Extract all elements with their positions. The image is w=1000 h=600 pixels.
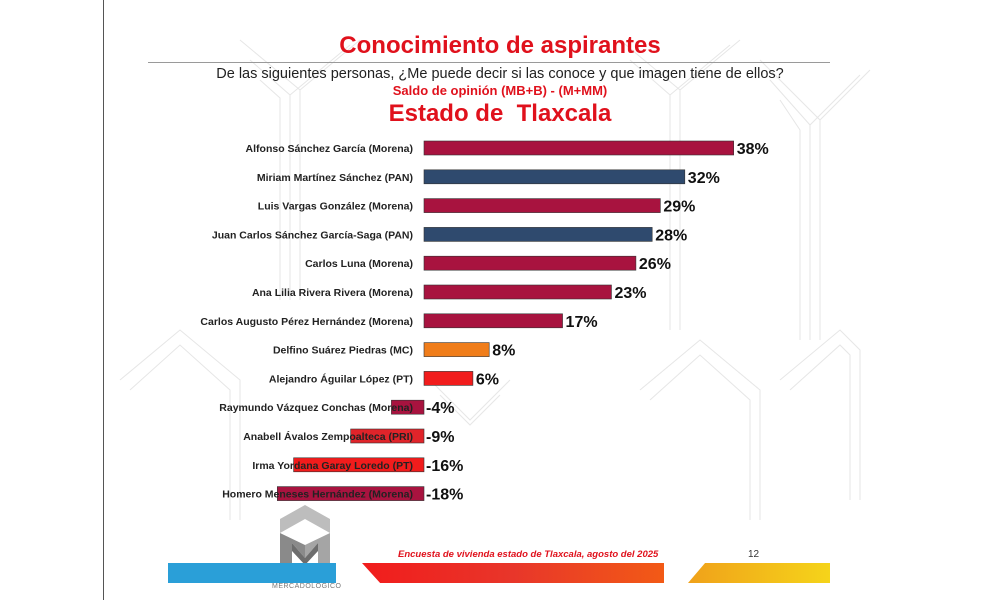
left-border-line xyxy=(103,0,104,600)
state-heading: Estado de Tlaxcala xyxy=(388,100,612,127)
bar-5 xyxy=(423,284,612,300)
category-label: Homero Meneses Hernández (Morena) xyxy=(222,489,413,501)
bar-3 xyxy=(423,227,653,242)
title-divider xyxy=(148,62,830,63)
bar-11 xyxy=(293,457,425,473)
value-label: -9% xyxy=(426,429,454,446)
bar-9 xyxy=(391,399,425,415)
page-number: 12 xyxy=(748,549,760,560)
value-label: 38% xyxy=(737,141,769,158)
category-label: Juan Carlos Sánchez García-Saga (PAN) xyxy=(212,229,413,241)
survey-question: De las siguientes personas, ¿Me puede de… xyxy=(216,66,784,82)
category-label: Delfino Suárez Piedras (MC) xyxy=(273,345,413,357)
value-label: 6% xyxy=(476,371,499,388)
bar-10 xyxy=(350,428,425,444)
value-label: 32% xyxy=(688,170,720,187)
value-label: -16% xyxy=(426,458,463,475)
category-label: Anabell Ávalos Zempoalteca (PRI) xyxy=(243,430,413,443)
category-label: Raymundo Vázquez Conchas (Morena) xyxy=(219,402,413,414)
category-label: Carlos Augusto Pérez Hernández (Morena) xyxy=(200,316,413,328)
chart-title: Conocimiento de aspirantes xyxy=(339,32,661,59)
bar-0 xyxy=(423,140,735,156)
bar-8 xyxy=(423,371,474,386)
value-label: -4% xyxy=(426,400,454,417)
bar-12 xyxy=(276,486,425,501)
bar-6 xyxy=(423,313,563,329)
bar-7 xyxy=(423,342,490,357)
footer-stripe-blue xyxy=(168,563,336,583)
bar-2 xyxy=(423,198,661,213)
survey-footnote: Encuesta de vivienda estado de Tlaxcala,… xyxy=(398,549,659,560)
value-label: 8% xyxy=(492,343,515,360)
category-label: Alfonso Sánchez García (Morena) xyxy=(246,143,413,155)
value-label: 17% xyxy=(566,314,598,331)
footer-stripe-yellow xyxy=(688,563,830,583)
value-label: 29% xyxy=(663,199,695,216)
value-label: 23% xyxy=(614,285,646,302)
bar-4 xyxy=(423,255,637,271)
logo-text: MERCADOLÓGICO xyxy=(272,583,342,590)
chart-subtitle: Saldo de opinión (MB+B) - (M+MM) xyxy=(392,83,608,98)
value-label: 28% xyxy=(655,227,687,244)
category-label: Miriam Martínez Sánchez (PAN) xyxy=(257,172,413,184)
category-label: Carlos Luna (Morena) xyxy=(305,258,413,270)
bar-1 xyxy=(423,169,686,185)
category-label: Ana Lilia Rivera Rivera (Morena) xyxy=(252,287,413,299)
category-label: Luis Vargas González (Morena) xyxy=(258,201,413,213)
value-label: -18% xyxy=(426,487,463,504)
category-label: Alejandro Águilar López (PT) xyxy=(269,372,413,385)
footer-stripe-red xyxy=(362,563,664,583)
value-label: 26% xyxy=(639,256,671,273)
category-label: Irma Yordana Garay Loredo (PT) xyxy=(252,460,413,472)
